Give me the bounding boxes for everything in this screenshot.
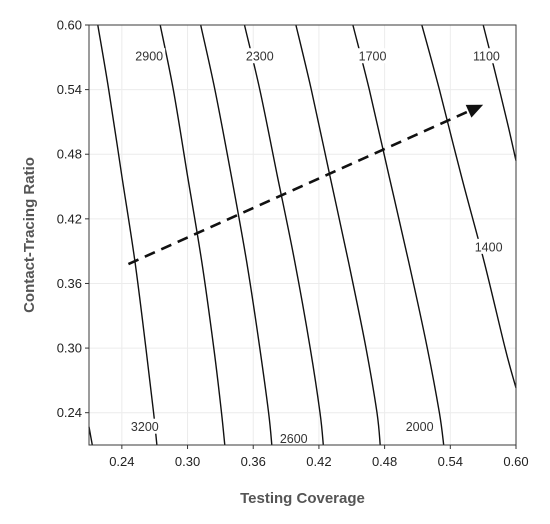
contour-label: 3200 [131, 420, 159, 434]
plot-border [88, 24, 517, 446]
contour-line-1700 [352, 24, 445, 446]
contour-label-background [470, 48, 503, 64]
x-tick-label: 0.60 [503, 454, 528, 469]
contour-line-1400 [421, 24, 517, 389]
x-tick-label: 0.42 [306, 454, 331, 469]
contour-label-background [356, 48, 389, 64]
contour-label-background [243, 48, 276, 64]
grid-lines [89, 24, 517, 445]
contour-label-background [128, 418, 161, 434]
arrow-head [465, 104, 484, 118]
x-tick-label: 0.48 [372, 454, 397, 469]
contour-label: 2600 [280, 432, 308, 446]
contour-line-2600 [200, 24, 273, 446]
x-tick-label: 0.54 [438, 454, 463, 469]
y-tick-label: 0.24 [57, 405, 82, 420]
contour-lines [88, 24, 517, 446]
contour-label-background [277, 430, 310, 446]
y-axis-ticks: 0.24 0.30 0.36 0.42 0.48 0.54 0.60 [57, 18, 89, 420]
contour-line-1100 [482, 24, 517, 161]
contour-label-background [403, 418, 436, 434]
arrow-shaft [127, 110, 470, 266]
y-axis-title: Contact-Tracing Ratio [21, 157, 38, 313]
contour-label: 2900 [135, 50, 163, 64]
y-tick-label: 0.54 [57, 82, 82, 97]
x-tick-label: 0.24 [109, 454, 134, 469]
contour-label: 1400 [475, 240, 503, 254]
y-tick-label: 0.42 [57, 211, 82, 226]
contour-label-background [133, 48, 166, 64]
contour-label: 1100 [473, 50, 500, 64]
x-tick-label: 0.30 [175, 454, 200, 469]
contour-line-3200 [97, 24, 158, 446]
contour-labels: 2900 2300 1700 1100 1400 3200 2600 2000 [128, 48, 505, 446]
contour-label: 1700 [359, 50, 387, 64]
contour-line-2900 [159, 24, 226, 446]
y-tick-label: 0.60 [57, 18, 82, 33]
contour-line-2300 [243, 24, 324, 446]
contour-line-2000 [295, 24, 381, 446]
y-tick-label: 0.30 [57, 341, 82, 356]
x-axis-title: Testing Coverage [240, 490, 365, 507]
x-tick-label: 0.36 [241, 454, 266, 469]
direction-arrow [127, 104, 484, 266]
contour-label: 2300 [246, 50, 274, 64]
contour-label-background [472, 238, 505, 254]
x-axis-ticks: 0.24 0.30 0.36 0.42 0.48 0.54 0.60 [109, 445, 529, 469]
contour-label: 2000 [406, 420, 434, 434]
y-tick-label: 0.48 [57, 147, 82, 162]
y-tick-label: 0.36 [57, 276, 82, 291]
